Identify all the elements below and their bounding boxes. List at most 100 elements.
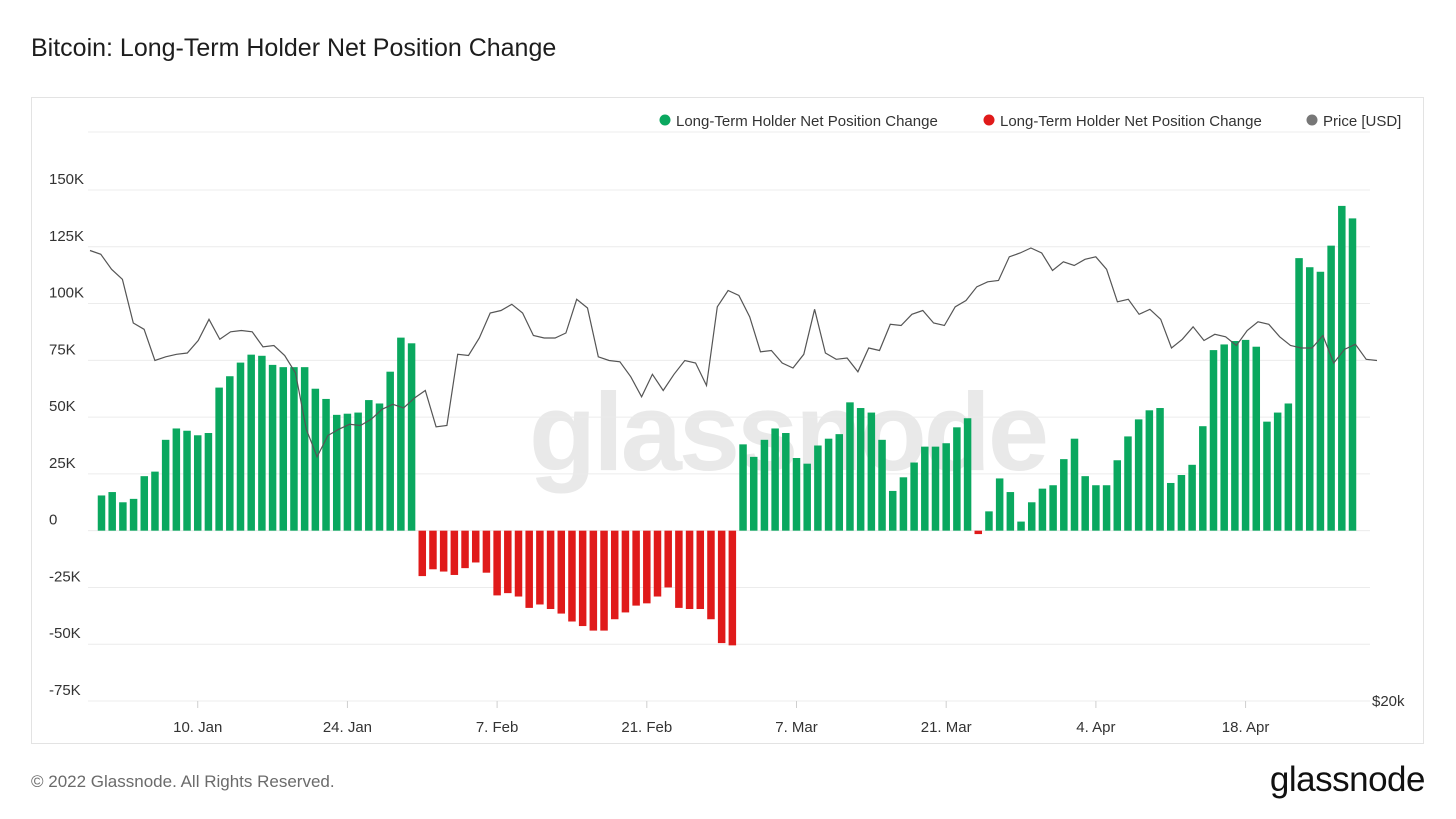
bar-positive[interactable] xyxy=(193,435,202,531)
bar-positive[interactable] xyxy=(119,502,127,531)
bar-positive[interactable] xyxy=(867,412,876,531)
bar-positive[interactable] xyxy=(856,408,865,531)
bar-negative[interactable] xyxy=(461,530,469,569)
bar-positive[interactable] xyxy=(397,337,405,531)
bar-negative[interactable] xyxy=(525,530,533,608)
bar-negative[interactable] xyxy=(546,530,555,610)
bar-positive[interactable] xyxy=(1134,419,1143,531)
bar-negative[interactable] xyxy=(717,530,726,644)
bar-negative[interactable] xyxy=(578,530,587,627)
bar-positive[interactable] xyxy=(846,402,854,531)
bar-negative[interactable] xyxy=(728,530,737,646)
bar-positive[interactable] xyxy=(215,387,223,531)
bar-positive[interactable] xyxy=(140,476,149,531)
bar-positive[interactable] xyxy=(279,367,288,531)
bar-positive[interactable] xyxy=(97,495,106,531)
bar-positive[interactable] xyxy=(129,498,138,531)
bar-negative[interactable] xyxy=(514,530,523,597)
bar-negative[interactable] xyxy=(610,530,619,620)
bar-positive[interactable] xyxy=(1070,438,1079,531)
bar-positive[interactable] xyxy=(1113,460,1122,531)
bar-positive[interactable] xyxy=(921,446,929,531)
legend-label[interactable]: Long-Term Holder Net Position Change xyxy=(676,113,938,130)
bar-positive[interactable] xyxy=(888,490,897,531)
bar-positive[interactable] xyxy=(1220,344,1228,531)
bar-positive[interactable] xyxy=(782,433,790,531)
bar-negative[interactable] xyxy=(493,530,501,596)
bar-negative[interactable] xyxy=(482,530,491,573)
bar-positive[interactable] xyxy=(771,428,779,531)
bar-negative[interactable] xyxy=(643,530,651,604)
bar-negative[interactable] xyxy=(450,530,459,575)
bar-positive[interactable] xyxy=(108,492,116,531)
bar-positive[interactable] xyxy=(792,457,801,531)
bar-positive[interactable] xyxy=(204,433,213,531)
bar-positive[interactable] xyxy=(1252,346,1261,531)
bar-positive[interactable] xyxy=(236,362,245,531)
bar-positive[interactable] xyxy=(386,371,394,531)
bar-positive[interactable] xyxy=(1177,475,1186,531)
bar-positive[interactable] xyxy=(1295,258,1303,531)
bar-positive[interactable] xyxy=(172,428,181,531)
bar-negative[interactable] xyxy=(589,530,598,631)
bar-positive[interactable] xyxy=(1199,426,1207,531)
bar-positive[interactable] xyxy=(311,388,320,531)
bar-negative[interactable] xyxy=(621,530,630,613)
bar-negative[interactable] xyxy=(536,530,544,605)
bar-positive[interactable] xyxy=(1188,464,1196,531)
bar-positive[interactable] xyxy=(1166,482,1175,531)
bar-negative[interactable] xyxy=(675,530,683,608)
bar-positive[interactable] xyxy=(985,511,993,531)
bar-negative[interactable] xyxy=(696,530,705,610)
bar-positive[interactable] xyxy=(953,427,961,531)
bar-positive[interactable] xyxy=(878,439,886,531)
bar-positive[interactable] xyxy=(931,446,940,531)
bar-positive[interactable] xyxy=(258,355,266,531)
bar-positive[interactable] xyxy=(1049,485,1057,531)
bar-positive[interactable] xyxy=(1006,492,1015,531)
bar-positive[interactable] xyxy=(151,471,159,531)
bar-positive[interactable] xyxy=(1338,205,1346,531)
bar-positive[interactable] xyxy=(835,434,844,531)
bar-positive[interactable] xyxy=(910,462,918,531)
bar-negative[interactable] xyxy=(653,530,662,597)
bar-positive[interactable] xyxy=(749,456,758,531)
bar-positive[interactable] xyxy=(1273,412,1282,531)
bar-negative[interactable] xyxy=(418,530,427,577)
bar-negative[interactable] xyxy=(471,530,480,563)
bar-positive[interactable] xyxy=(803,463,811,531)
bar-positive[interactable] xyxy=(1017,521,1025,531)
bar-positive[interactable] xyxy=(1284,403,1293,531)
bar-positive[interactable] xyxy=(1060,459,1068,531)
price-line[interactable] xyxy=(89,247,1378,459)
bar-negative[interactable] xyxy=(600,530,608,631)
legend-marker[interactable] xyxy=(659,114,671,126)
bar-positive[interactable] xyxy=(760,439,769,531)
bar-negative[interactable] xyxy=(685,530,694,610)
bar-negative[interactable] xyxy=(974,530,983,535)
bar-positive[interactable] xyxy=(1081,476,1089,531)
bar-positive[interactable] xyxy=(739,444,747,531)
legend-marker[interactable] xyxy=(1306,114,1318,126)
legend-label[interactable]: Price [USD] xyxy=(1323,113,1401,130)
bar-positive[interactable] xyxy=(365,400,373,531)
bar-negative[interactable] xyxy=(632,530,640,606)
bar-positive[interactable] xyxy=(942,443,950,531)
glassnode-logo[interactable]: glassnode xyxy=(1269,760,1426,799)
bar-positive[interactable] xyxy=(1038,488,1047,531)
bar-positive[interactable] xyxy=(1145,410,1154,531)
legend-marker[interactable] xyxy=(983,114,995,126)
bar-positive[interactable] xyxy=(247,354,255,531)
bar-positive[interactable] xyxy=(375,403,384,531)
bar-negative[interactable] xyxy=(439,530,448,572)
bar-positive[interactable] xyxy=(1027,502,1036,531)
bar-positive[interactable] xyxy=(1348,218,1357,531)
bar-positive[interactable] xyxy=(1316,271,1325,531)
bar-positive[interactable] xyxy=(899,477,908,531)
bar-positive[interactable] xyxy=(290,367,298,531)
bar-positive[interactable] xyxy=(226,376,234,531)
bar-positive[interactable] xyxy=(824,438,833,531)
bar-positive[interactable] xyxy=(1241,339,1250,531)
bar-positive[interactable] xyxy=(354,412,362,531)
bar-positive[interactable] xyxy=(995,478,1004,531)
